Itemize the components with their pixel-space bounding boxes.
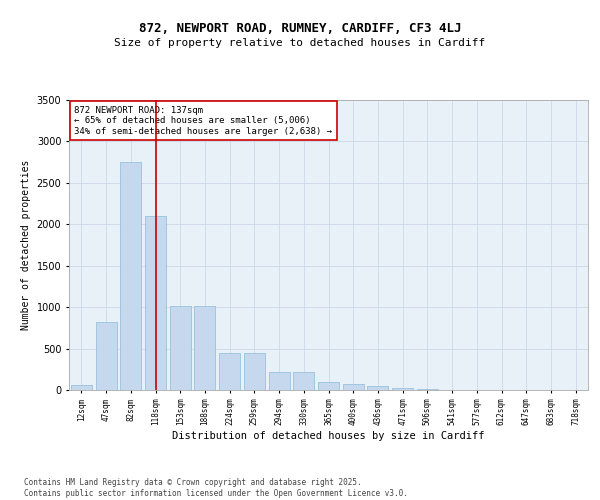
X-axis label: Distribution of detached houses by size in Cardiff: Distribution of detached houses by size … [172,431,485,441]
Bar [71,386,92,390]
Bar [95,322,116,390]
Bar [219,352,240,390]
Bar [244,352,265,390]
Bar [170,306,191,390]
Bar [145,216,166,390]
Text: Contains HM Land Registry data © Crown copyright and database right 2025.
Contai: Contains HM Land Registry data © Crown c… [24,478,408,498]
Bar [269,372,290,390]
Text: 872 NEWPORT ROAD: 137sqm
← 65% of detached houses are smaller (5,006)
34% of sem: 872 NEWPORT ROAD: 137sqm ← 65% of detach… [74,106,332,136]
Y-axis label: Number of detached properties: Number of detached properties [21,160,31,330]
Text: 872, NEWPORT ROAD, RUMNEY, CARDIFF, CF3 4LJ: 872, NEWPORT ROAD, RUMNEY, CARDIFF, CF3 … [139,22,461,36]
Text: Size of property relative to detached houses in Cardiff: Size of property relative to detached ho… [115,38,485,48]
Bar [343,384,364,390]
Bar [120,162,141,390]
Bar [417,389,438,390]
Bar [293,372,314,390]
Bar [367,386,388,390]
Bar [392,388,413,390]
Bar [318,382,339,390]
Bar [194,306,215,390]
